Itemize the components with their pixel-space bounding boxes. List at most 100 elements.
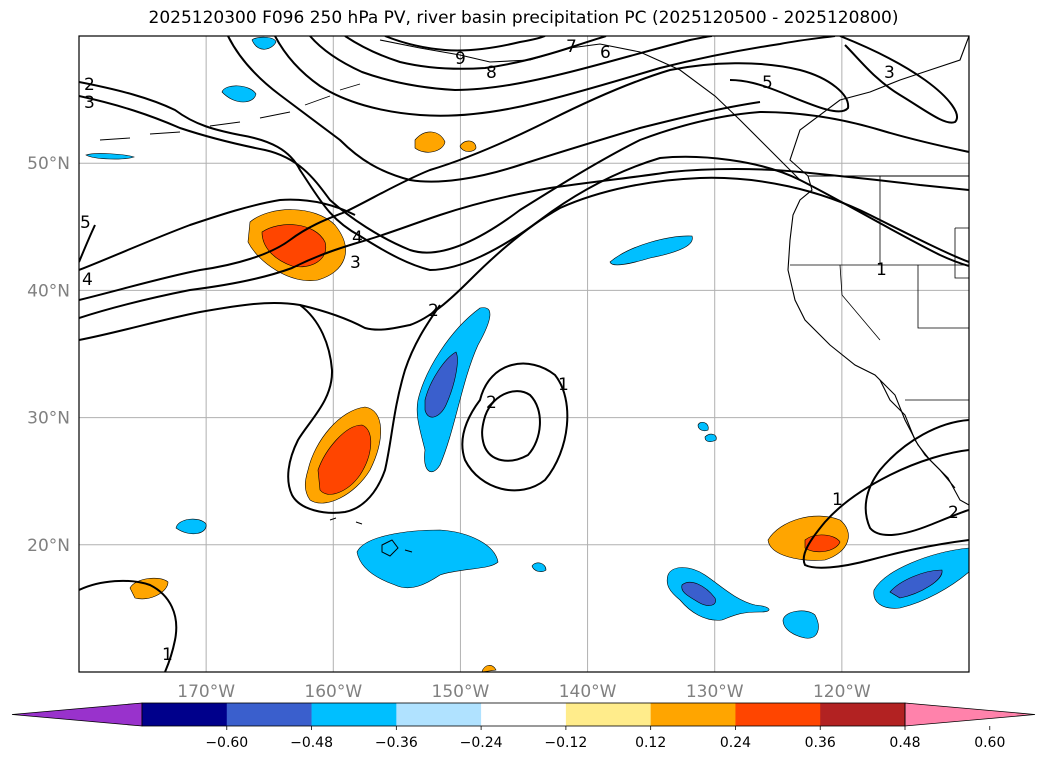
longitude-tick-label: 150°W bbox=[432, 682, 490, 702]
colorbar-tick-label: 0.48 bbox=[889, 735, 920, 751]
colorbar-segment bbox=[226, 703, 312, 726]
negative-anomaly-region bbox=[356, 529, 499, 589]
colorbar-extend-low bbox=[11, 702, 143, 727]
contour-label: 5 bbox=[762, 73, 773, 93]
contour-label: 8 bbox=[486, 63, 497, 83]
precipitation-anomaly-fills bbox=[85, 36, 969, 672]
colorbar-tick-label: −0.36 bbox=[375, 735, 418, 751]
hawaii-coastline bbox=[329, 517, 413, 557]
aleutian-islands bbox=[99, 83, 361, 141]
contour-label: 2 bbox=[948, 503, 959, 523]
pv-contour-line bbox=[864, 419, 969, 536]
negative-anomaly-region bbox=[531, 562, 547, 572]
longitude-tick-label: 120°W bbox=[813, 682, 871, 702]
pv-contour-line bbox=[309, 36, 713, 92]
colorbar-tick-label: 0.12 bbox=[635, 735, 666, 751]
contour-label: 7 bbox=[566, 37, 577, 57]
pv-contour-line bbox=[287, 304, 441, 514]
colorbar-tick-label: −0.60 bbox=[205, 735, 248, 751]
strong-negative-anomaly-region bbox=[681, 581, 716, 606]
colorbar-extend-high bbox=[904, 702, 1036, 727]
negative-anomaly-region bbox=[782, 610, 819, 639]
negative-anomaly-region bbox=[251, 36, 277, 50]
map-title: 2025120300 F096 250 hPa PV, river basin … bbox=[148, 8, 899, 28]
contour-label: 1 bbox=[876, 260, 887, 280]
pv-contour-line bbox=[802, 449, 969, 569]
pv-contour-line bbox=[274, 36, 836, 117]
latitude-tick-label: 20°N bbox=[27, 536, 70, 556]
colorbar-segment bbox=[311, 703, 397, 726]
colorbar-outline bbox=[141, 702, 906, 727]
contour-label: 2 bbox=[84, 75, 95, 95]
colorbar-tick-label: 0.24 bbox=[720, 735, 751, 751]
colorbar-tick-label: −0.24 bbox=[460, 735, 503, 751]
negative-anomaly-region bbox=[704, 433, 717, 442]
colorbar-tick-label: 0.36 bbox=[805, 735, 836, 751]
positive-anomaly-region bbox=[414, 131, 446, 153]
contour-label: 1 bbox=[832, 490, 843, 510]
pv-contour-line bbox=[384, 36, 546, 52]
contour-label: 5 bbox=[80, 213, 91, 233]
contour-label: 4 bbox=[352, 228, 363, 248]
colorbar-segment bbox=[650, 703, 736, 726]
pv-contour-line bbox=[79, 168, 969, 319]
colorbar-segment bbox=[481, 703, 567, 726]
positive-anomaly-region bbox=[459, 140, 477, 152]
contour-label: 6 bbox=[600, 43, 611, 63]
colorbar-segment bbox=[820, 703, 906, 726]
pv-contour-line bbox=[344, 36, 607, 70]
negative-anomaly-region bbox=[666, 567, 770, 621]
negative-anomaly-region bbox=[221, 85, 257, 103]
latitude-labels: 20°N 30°N 40°N 50°N bbox=[27, 154, 70, 556]
contour-label: 3 bbox=[350, 253, 361, 273]
pv-contours bbox=[79, 36, 969, 672]
colorbar-tick-label: −0.48 bbox=[290, 735, 333, 751]
pv-contour-line bbox=[227, 36, 761, 183]
pv-contour-line bbox=[481, 390, 541, 462]
strong-negative-anomaly-region bbox=[889, 569, 943, 599]
negative-anomaly-region bbox=[85, 153, 135, 160]
longitude-tick-label: 130°W bbox=[686, 682, 744, 702]
pv-contour-line bbox=[79, 95, 969, 254]
colorbar-tick-label: 0.60 bbox=[974, 735, 1005, 751]
positive-anomaly-region bbox=[129, 577, 169, 600]
pv-contour-line bbox=[79, 81, 969, 272]
strong-positive-anomaly-region bbox=[261, 224, 327, 268]
contour-label: 9 bbox=[455, 49, 466, 69]
pv-contour-line bbox=[79, 579, 178, 672]
colorbar-segment bbox=[396, 703, 482, 726]
pv-contour-line bbox=[79, 224, 96, 263]
colorbar-tick-label: −0.12 bbox=[544, 735, 587, 751]
alaska-coastline bbox=[379, 39, 801, 181]
negative-anomaly-region bbox=[175, 518, 207, 535]
pv-contour-line bbox=[461, 362, 569, 492]
negative-anomaly-region bbox=[697, 421, 709, 432]
negative-anomaly-region bbox=[416, 307, 491, 473]
pv-contour-line bbox=[79, 176, 969, 341]
longitude-labels: 170°W 160°W 150°W 140°W 130°W 120°W bbox=[177, 682, 871, 702]
longitude-tick-label: 160°W bbox=[304, 682, 362, 702]
contour-label: 2 bbox=[428, 301, 439, 321]
longitude-tick-label: 170°W bbox=[177, 682, 235, 702]
strong-positive-anomaly-region bbox=[317, 424, 372, 495]
strong-negative-anomaly-region bbox=[424, 351, 458, 418]
contour-label: 1 bbox=[162, 645, 173, 665]
colorbar: −0.60 −0.48 −0.36 −0.24 −0.12 0.12 0.24 0.36 0.4… bbox=[11, 702, 1036, 751]
positive-anomaly-region bbox=[481, 665, 497, 672]
colorbar-segment bbox=[735, 703, 821, 726]
negative-anomaly-region bbox=[609, 235, 693, 266]
map-frame bbox=[78, 35, 970, 673]
pv-contour-line bbox=[839, 36, 958, 124]
contour-label: 2 bbox=[486, 393, 497, 413]
state-borders bbox=[790, 176, 969, 401]
pv-contour-line bbox=[79, 198, 356, 271]
contour-label: 3 bbox=[884, 63, 895, 83]
colorbar-segment bbox=[565, 703, 651, 726]
contour-label: 3 bbox=[84, 93, 95, 113]
map-background bbox=[79, 36, 969, 672]
contour-label: 4 bbox=[82, 270, 93, 290]
latitude-tick-label: 30°N bbox=[27, 409, 70, 429]
contour-label: 1 bbox=[558, 375, 569, 395]
colorbar-segment bbox=[142, 703, 228, 726]
